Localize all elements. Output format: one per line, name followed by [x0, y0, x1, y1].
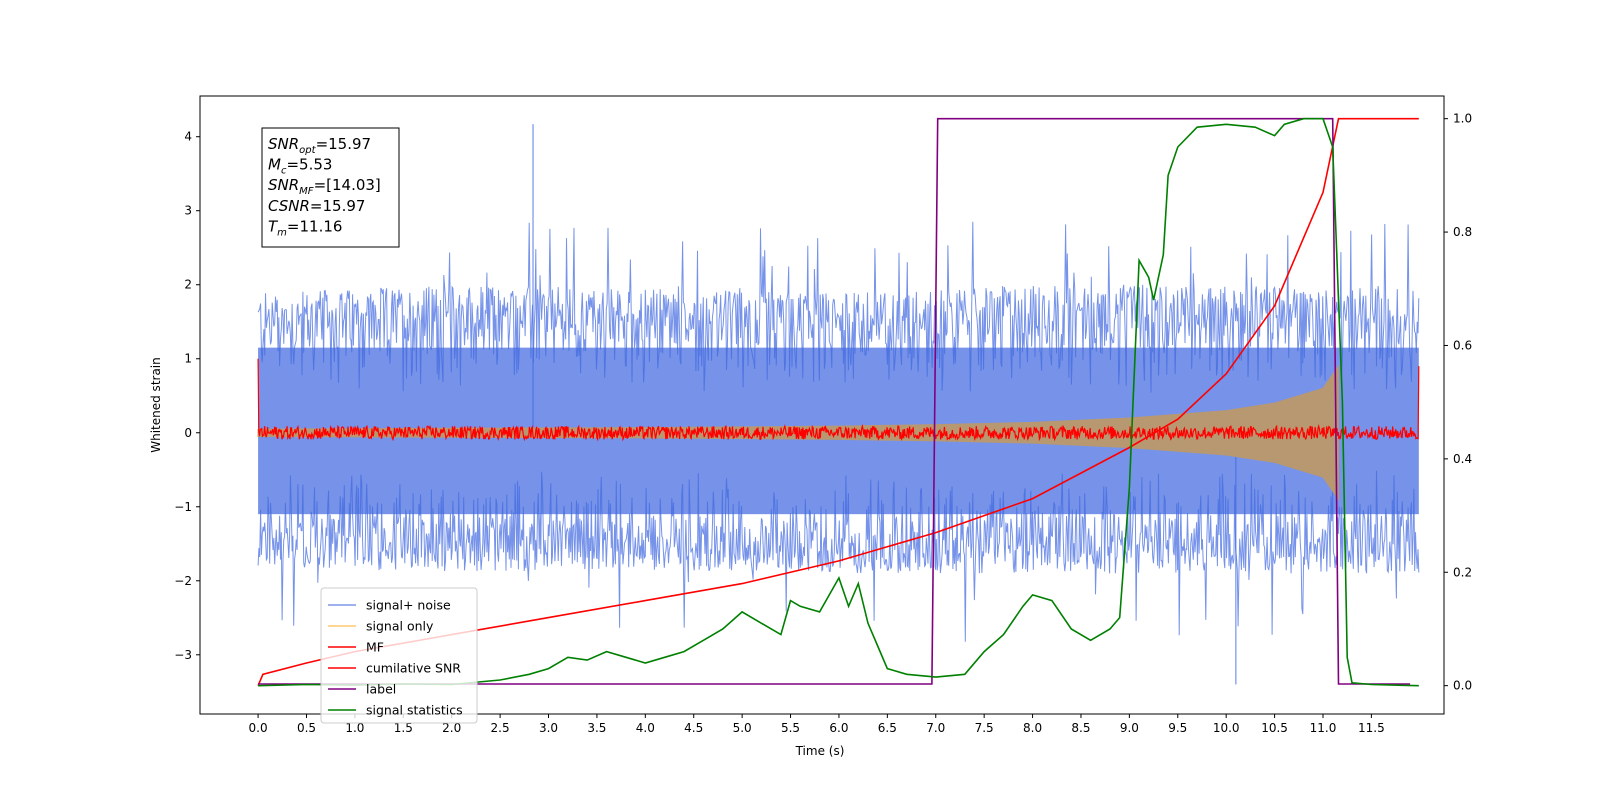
series-label — [258, 117, 1411, 685]
annotation-value: =15.97 — [310, 197, 366, 215]
x-tick-label: 8.0 — [1023, 721, 1042, 735]
y2-tick-label: 0.8 — [1453, 225, 1472, 239]
x-tick-label: 0.0 — [249, 721, 268, 735]
annotation-value: =[14.03] — [314, 176, 381, 194]
x-tick-label: 8.5 — [1071, 721, 1090, 735]
y2-tick-label: 0.6 — [1453, 338, 1472, 352]
legend-item: signal only — [328, 619, 434, 634]
x-tick-label: 1.0 — [345, 721, 364, 735]
y-tick-label: 4 — [184, 130, 192, 144]
annotation-value: =15.97 — [316, 135, 372, 153]
annotation-value: =11.16 — [287, 217, 343, 235]
axes-frame — [199, 95, 1445, 715]
annotation-text: SNRopt=15.97 Mc=5.53 SNRMF=[14.03] CSNR=15.… — [268, 135, 381, 238]
x-tick-label: 9.0 — [1120, 721, 1139, 735]
y2-tick-label: 0.0 — [1453, 679, 1472, 693]
y-tick-label: −2 — [174, 574, 192, 588]
x-tick-label: 10.5 — [1261, 721, 1288, 735]
y-axis-label: Whitened strain — [149, 357, 163, 453]
legend-item: cumilative SNR — [328, 661, 461, 676]
x-tick-label: 1.5 — [394, 721, 413, 735]
legend-label: label — [366, 682, 396, 697]
legend-label: signal+ noise — [366, 598, 451, 613]
y-tick-label: −3 — [174, 648, 192, 662]
x-tick-label: 6.5 — [878, 721, 897, 735]
legend-item: signal statistics — [328, 703, 463, 718]
x-tick-label: 6.0 — [829, 721, 848, 735]
legend-label: cumilative SNR — [366, 661, 461, 676]
y-tick-label: 0 — [184, 426, 192, 440]
x-tick-label: 7.5 — [975, 721, 994, 735]
x-tick-label: 4.0 — [636, 721, 655, 735]
annotation-symbol: SNR — [268, 176, 299, 194]
y-tick-label: −1 — [174, 500, 192, 514]
annotation-symbol: CSNR — [268, 197, 310, 215]
y2-tick-label: 0.2 — [1453, 565, 1472, 579]
x-tick-label: 7.0 — [926, 721, 945, 735]
x-tick-label: 9.5 — [1168, 721, 1187, 735]
legend-label: MF — [366, 640, 384, 655]
annotation-subscript: opt — [299, 145, 316, 156]
x-tick-label: 3.0 — [539, 721, 558, 735]
legend-label: signal only — [366, 619, 434, 634]
x-tick-label: 10.0 — [1213, 721, 1240, 735]
noise-lower — [257, 470, 1420, 642]
series-mf — [257, 358, 1420, 442]
x-tick-label: 5.5 — [781, 721, 800, 735]
legend: signal+ noise signal only MF cumilative SNR… — [320, 587, 478, 724]
legend-item: label — [328, 682, 396, 697]
annotation-subscript: c — [281, 166, 287, 177]
legend-label: signal statistics — [366, 703, 463, 718]
y2-tick-label: 1.0 — [1453, 112, 1472, 126]
legend-item: MF — [328, 640, 384, 655]
y-axis-left: −3 −2 −1 0 1 2 3 4 — [174, 130, 200, 662]
annotation-symbol: T — [268, 217, 279, 235]
y-axis-right: 0.0 0.2 0.4 0.6 0.8 1.0 — [1444, 112, 1472, 693]
series-signal-statistics — [258, 117, 1419, 687]
x-tick-label: 4.5 — [684, 721, 703, 735]
x-tick-label: 11.5 — [1358, 721, 1385, 735]
annotation-value: =5.53 — [286, 156, 332, 174]
y2-tick-label: 0.4 — [1453, 452, 1472, 466]
y-tick-label: 3 — [184, 204, 192, 218]
annotation-symbol: M — [268, 156, 281, 174]
x-axis-label: Time (s) — [795, 744, 845, 758]
x-tick-label: 3.5 — [587, 721, 606, 735]
noise-upper — [257, 221, 1420, 393]
annotation-subscript: MF — [299, 186, 314, 197]
legend-item: signal+ noise — [328, 598, 451, 613]
y-tick-label: 2 — [184, 278, 192, 292]
x-tick-label: 0.5 — [297, 721, 316, 735]
annotation-box: SNRopt=15.97 Mc=5.53 SNRMF=[14.03] CSNR=15.… — [261, 127, 400, 248]
x-tick-label: 2.0 — [442, 721, 461, 735]
annotation-symbol: SNR — [268, 135, 299, 153]
x-tick-label: 11.0 — [1310, 721, 1337, 735]
x-tick-label: 2.5 — [491, 721, 510, 735]
x-tick-label: 5.0 — [733, 721, 752, 735]
y-tick-label: 1 — [184, 352, 192, 366]
annotation-subscript: m — [277, 227, 287, 238]
